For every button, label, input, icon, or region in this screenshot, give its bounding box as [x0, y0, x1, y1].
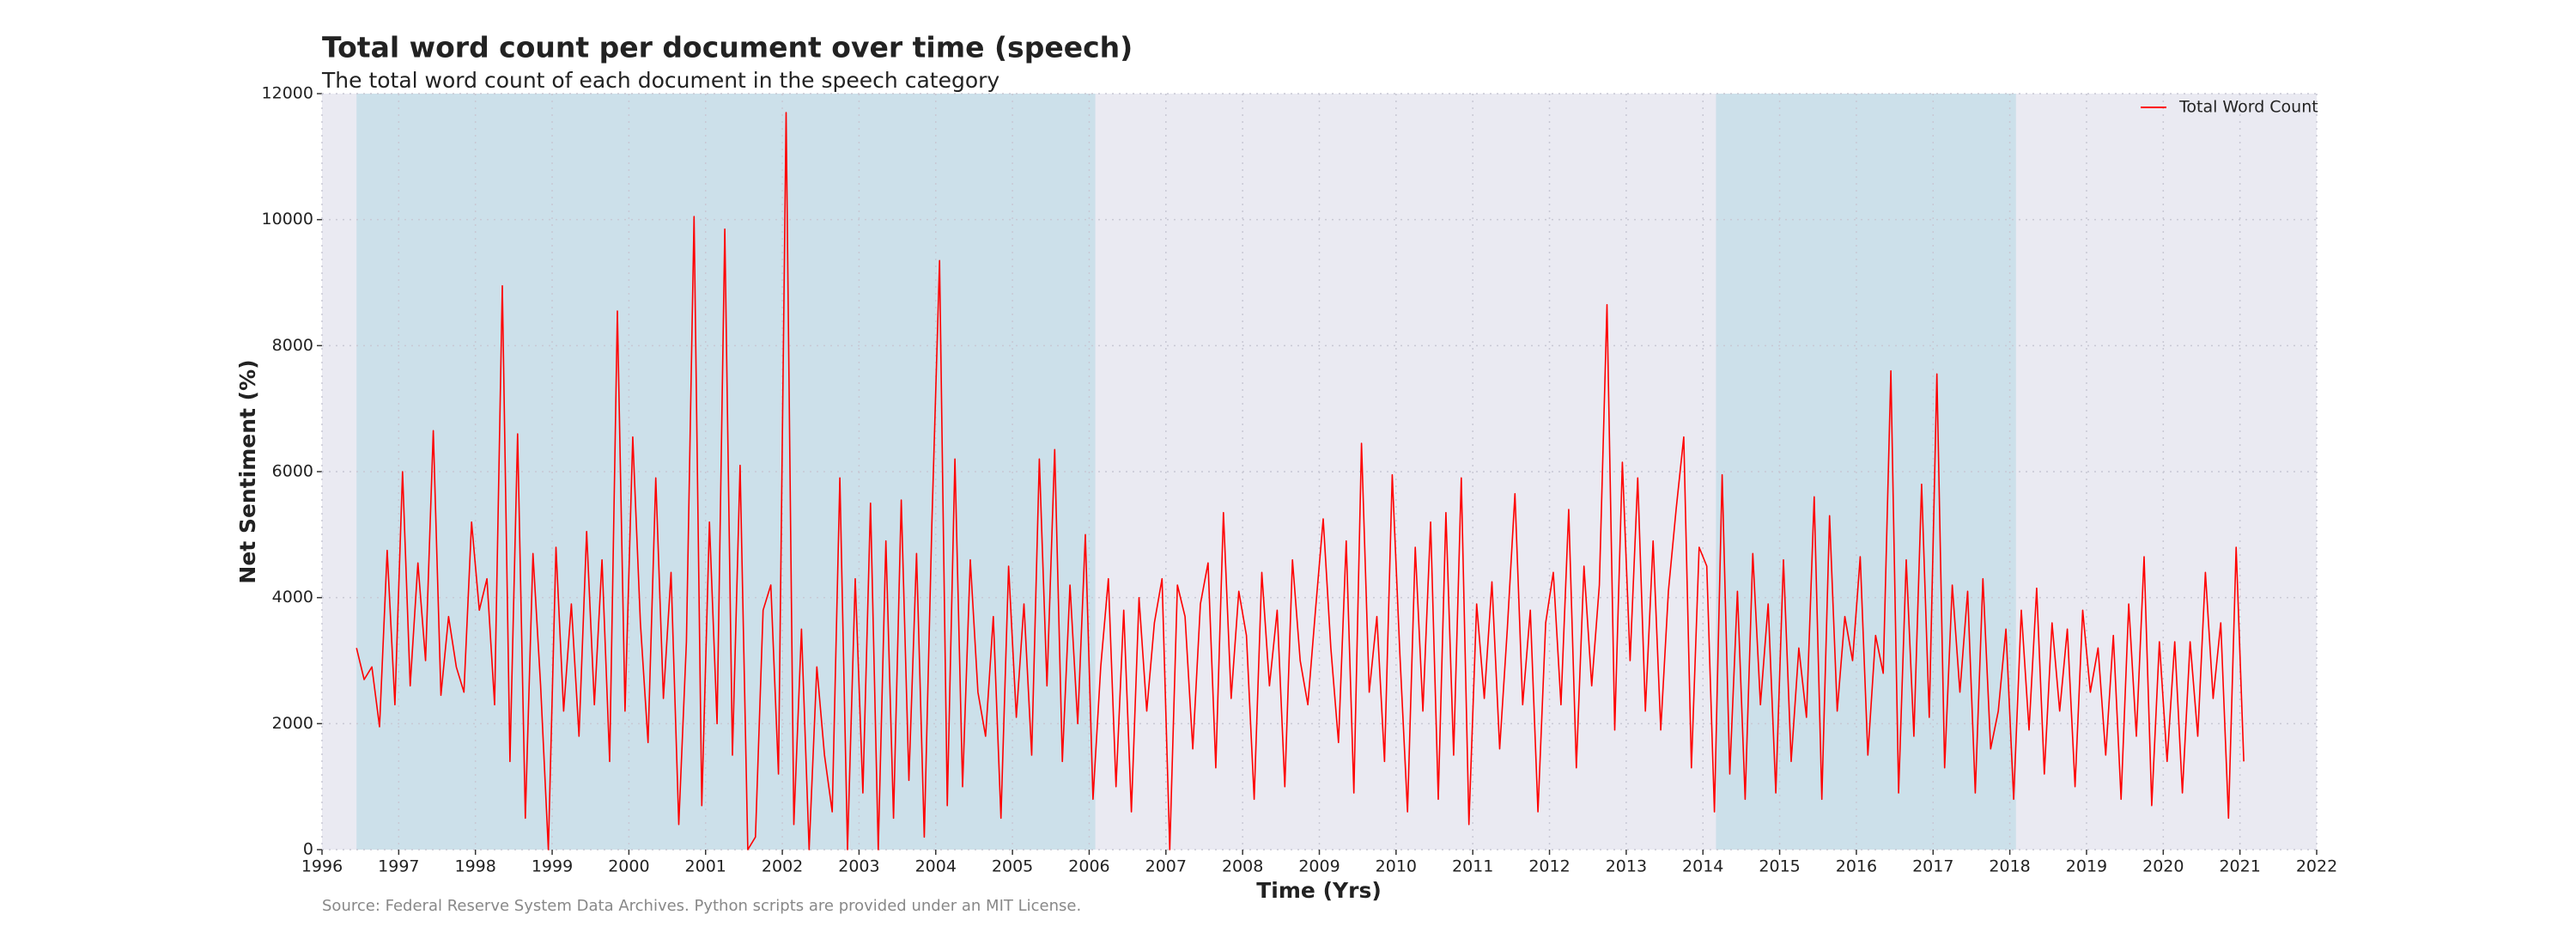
x-tick-label: 2013: [1606, 857, 1647, 876]
x-tick-label: 2009: [1298, 857, 1340, 876]
data-line: [355, 112, 2245, 850]
x-tick-label: 1996: [301, 857, 343, 876]
x-tick-label: 2001: [685, 857, 726, 876]
x-tick-label: 2003: [838, 857, 879, 876]
y-tick-label: 0: [303, 840, 313, 859]
y-tick-label: 4000: [272, 588, 313, 607]
legend-label: Total Word Count: [2178, 98, 2318, 117]
x-tick-label: 2014: [1682, 857, 1723, 876]
y-tick-label: 6000: [272, 462, 313, 481]
x-tick-label: 2008: [1222, 857, 1263, 876]
chart-title: Total word count per document over time …: [322, 31, 1133, 64]
x-tick-label: 2000: [608, 857, 649, 876]
y-tick-label: 12000: [262, 84, 313, 103]
y-tick-label: 10000: [262, 210, 313, 229]
shaded-region: [356, 94, 1096, 850]
y-tick-label: 8000: [272, 336, 313, 355]
x-tick-label: 1997: [378, 857, 419, 876]
x-tick-label: 2012: [1528, 857, 1570, 876]
x-tick-label: 2004: [915, 857, 957, 876]
x-tick-label: 2002: [762, 857, 803, 876]
x-axis-label: Time (Yrs): [1256, 878, 1382, 903]
x-tick-label: 2007: [1145, 857, 1187, 876]
x-tick-label: 2019: [2066, 857, 2107, 876]
x-tick-label: 2017: [1912, 857, 1953, 876]
x-tick-label: 2020: [2142, 857, 2184, 876]
y-tick-label: 2000: [272, 714, 313, 733]
x-tick-label: 2011: [1452, 857, 1493, 876]
x-tick-label: 2005: [992, 857, 1033, 876]
x-tick-label: 1998: [455, 857, 496, 876]
source-note: Source: Federal Reserve System Data Arch…: [322, 897, 1081, 915]
x-tick-label: 2022: [2296, 857, 2337, 876]
x-tick-label: 2015: [1759, 857, 1800, 876]
x-tick-label: 1999: [532, 857, 573, 876]
x-tick-label: 2018: [1989, 857, 2030, 876]
chart-subtitle: The total word count of each document in…: [321, 68, 999, 93]
x-tick-label: 2021: [2219, 857, 2260, 876]
x-tick-label: 2010: [1376, 857, 1417, 876]
y-axis-label: Net Sentiment (%): [235, 359, 260, 583]
x-tick-label: 2006: [1068, 857, 1109, 876]
x-tick-label: 2016: [1836, 857, 1877, 876]
